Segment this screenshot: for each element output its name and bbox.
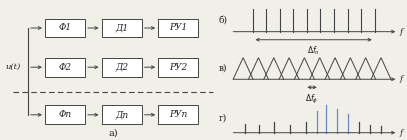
- Text: РУ2: РУ2: [169, 63, 187, 72]
- Text: Д2: Д2: [115, 63, 128, 72]
- FancyBboxPatch shape: [158, 58, 198, 77]
- FancyBboxPatch shape: [158, 18, 198, 38]
- Text: РУn: РУn: [169, 110, 187, 119]
- Text: Д1: Д1: [115, 24, 128, 32]
- FancyBboxPatch shape: [45, 18, 85, 38]
- Text: u(t): u(t): [5, 63, 20, 71]
- Text: б): б): [219, 16, 228, 25]
- Text: Φ2: Φ2: [59, 63, 72, 72]
- FancyBboxPatch shape: [158, 105, 198, 124]
- Text: в): в): [219, 63, 228, 72]
- FancyBboxPatch shape: [45, 58, 85, 77]
- Text: f: f: [400, 129, 403, 137]
- Text: f: f: [400, 28, 403, 36]
- Text: $\Delta f_n$: $\Delta f_n$: [307, 45, 320, 57]
- Text: а): а): [108, 129, 118, 137]
- FancyBboxPatch shape: [101, 18, 142, 38]
- FancyBboxPatch shape: [101, 105, 142, 124]
- Text: Φn: Φn: [59, 110, 72, 119]
- Text: $\Delta f_\phi$: $\Delta f_\phi$: [305, 93, 319, 106]
- Text: г): г): [219, 114, 228, 123]
- FancyBboxPatch shape: [45, 105, 85, 124]
- Text: Φ1: Φ1: [59, 24, 72, 32]
- FancyBboxPatch shape: [101, 58, 142, 77]
- Text: РУ1: РУ1: [169, 24, 187, 32]
- Text: f: f: [400, 75, 403, 83]
- Text: Дn: Дn: [115, 110, 128, 119]
